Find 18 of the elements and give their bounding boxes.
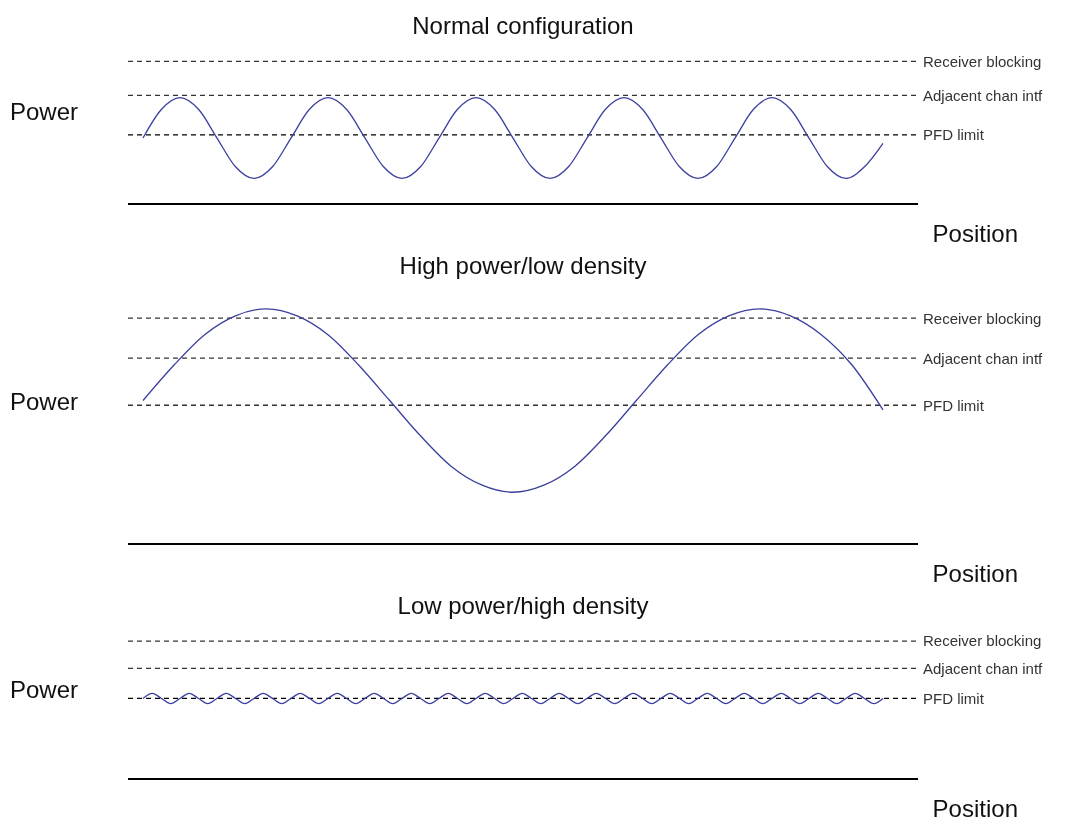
- y-axis-title: Power: [10, 388, 79, 416]
- x-axis-title: Position: [932, 795, 1018, 823]
- x-axis-title: Position: [932, 220, 1018, 248]
- ref-line-label: PFD limit: [923, 689, 985, 707]
- ref-line-label: PFD limit: [923, 126, 985, 144]
- ref-line-label: Adjacent chan intf: [923, 86, 1044, 104]
- x-axis-title: Position: [932, 560, 1018, 588]
- ref-line-label: Receiver blocking: [923, 309, 1042, 327]
- ref-line-label: Adjacent chan intf: [923, 659, 1044, 677]
- ref-line-label: Receiver blocking: [923, 632, 1042, 650]
- ref-line-label: PFD limit: [923, 396, 985, 414]
- ref-line-label: Adjacent chan intf: [923, 349, 1044, 367]
- chart-title: High power/low density: [398, 252, 648, 280]
- y-axis-title: Power: [10, 675, 79, 704]
- chart-title: Low power/high density: [396, 592, 650, 620]
- ref-line-label: Receiver blocking: [923, 52, 1042, 70]
- y-axis-title: Power: [10, 98, 79, 126]
- chart-title: Normal configuration: [411, 12, 635, 40]
